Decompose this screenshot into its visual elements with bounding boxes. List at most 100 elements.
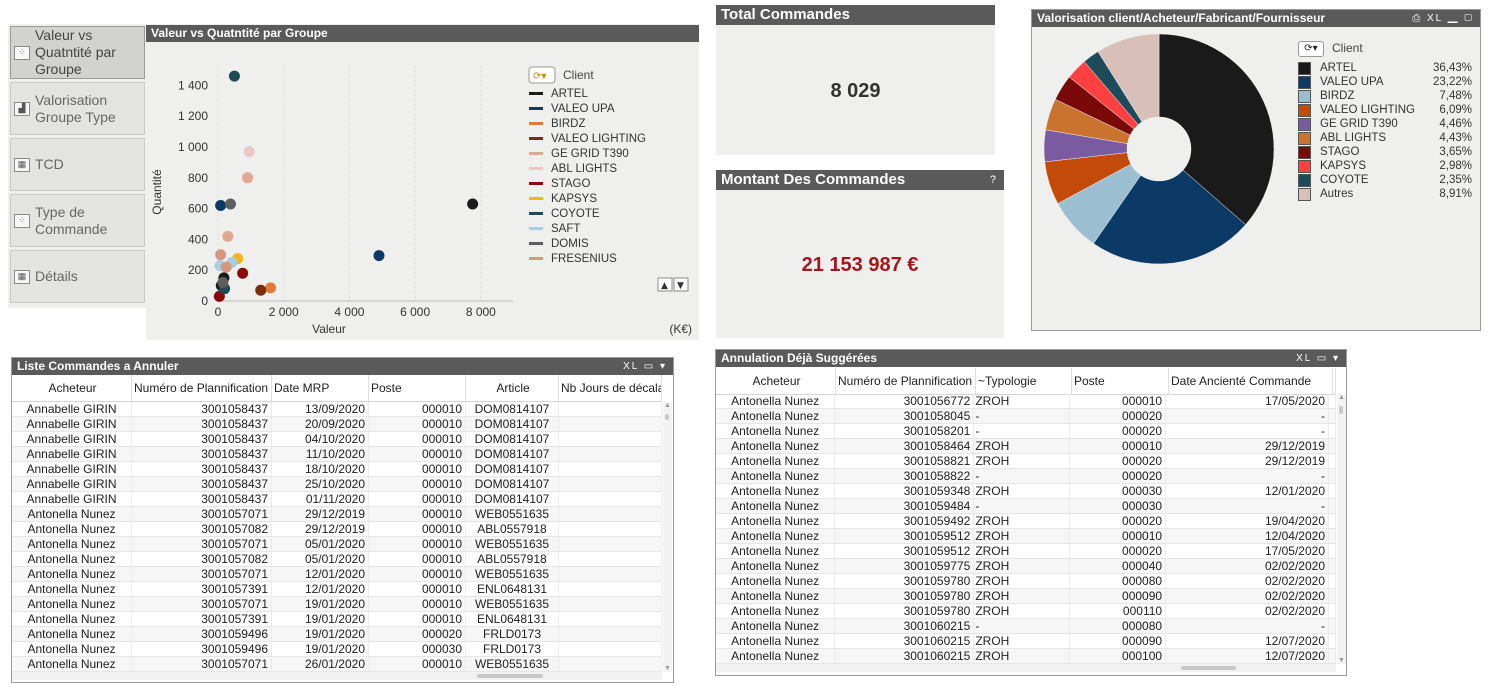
- table1-caption[interactable]: Liste Commandes a Annuler XL ▭ ▾: [12, 358, 673, 375]
- table2-vscroll-thumb[interactable]: [1339, 406, 1343, 414]
- table2-vertical-scrollbar[interactable]: ▲ ▼: [1337, 394, 1346, 664]
- table-row[interactable]: Antonella Nunez 3001059780 ZROH 000080 02/02…: [716, 574, 1336, 589]
- table-row[interactable]: Antonella Nunez 3001060215-000080-: [716, 619, 1336, 634]
- table-row[interactable]: Antonella Nunez 3001058464 ZROH 000010 29/12…: [716, 439, 1336, 454]
- pie-legend-item[interactable]: ARTEL 36,43%: [1298, 61, 1476, 76]
- table-row[interactable]: Antonella Nunez 3001057071 19/01/2020 00001…: [12, 597, 662, 612]
- total-commandes-caption[interactable]: Total Commandes: [716, 5, 995, 25]
- table-row[interactable]: Antonella Nunez 3001059496 19/01/2020 00002…: [12, 627, 662, 642]
- column-header[interactable]: Poste: [369, 375, 466, 401]
- scatter-point[interactable]: [237, 267, 249, 279]
- nav-button-0[interactable]: ⁘ Valeur vs Quatntité par Groupe: [10, 26, 145, 79]
- column-header[interactable]: Nb Jours de décala: [559, 375, 662, 401]
- table-row[interactable]: Antonella Nunez 3001059780 ZROH 000110 02/02…: [716, 604, 1336, 619]
- help-icon[interactable]: ?: [989, 174, 998, 186]
- table-row[interactable]: Annabelle GIRIN 3001058437 13/09/2020 00001…: [12, 402, 662, 417]
- table-row[interactable]: Antonella Nunez 3001057391 19/01/2020 00001…: [12, 612, 662, 627]
- table-row[interactable]: Antonella Nunez 3001058201-000020-: [716, 424, 1336, 439]
- table2-caption-tools[interactable]: XL ▭ ▾: [1296, 353, 1340, 364]
- scroll-up-icon[interactable]: ▲: [664, 402, 671, 409]
- scatter-point[interactable]: [255, 284, 267, 296]
- column-header[interactable]: Acheteur: [12, 375, 132, 401]
- table-row[interactable]: Antonella Nunez 3001059512 ZROH 000020 17/05…: [716, 544, 1336, 559]
- pie-legend-item[interactable]: VALEO LIGHTING 6,09%: [1298, 103, 1476, 118]
- table-row[interactable]: Antonella Nunez 3001059780 ZROH 000090 02/02…: [716, 589, 1336, 604]
- table-row[interactable]: Antonella Nunez 3001057391 12/01/2020 00001…: [12, 582, 662, 597]
- pie-legend-item[interactable]: Autres 8,91%: [1298, 187, 1476, 202]
- scatter-point[interactable]: [224, 198, 236, 210]
- pie-legend-item[interactable]: GE GRID T390 4,46%: [1298, 117, 1476, 132]
- table-row[interactable]: Annabelle GIRIN 3001058437 18/10/2020 00001…: [12, 462, 662, 477]
- column-header[interactable]: Date Ancienté Commande: [1169, 368, 1333, 394]
- table-row[interactable]: Antonella Nunez 3001058045-000020-: [716, 409, 1336, 424]
- column-header[interactable]: Numéro de Plannification: [132, 375, 272, 401]
- table-row[interactable]: Antonella Nunez 3001058821 ZROH 000020 29/12…: [716, 454, 1336, 469]
- scatter-point[interactable]: [243, 146, 255, 158]
- table-row[interactable]: Annabelle GIRIN 3001058437 01/11/2020 00001…: [12, 492, 662, 507]
- cycle-group-icon[interactable]: ⟳▾: [1298, 41, 1324, 57]
- pie-legend-item[interactable]: ABL LIGHTS 4,43%: [1298, 131, 1476, 146]
- pie-legend-item[interactable]: KAPSYS 2,98%: [1298, 159, 1476, 174]
- pie-chart-caption[interactable]: Valorisation client/Acheteur/Fabricant/F…: [1032, 10, 1480, 27]
- column-header[interactable]: Article: [466, 375, 559, 401]
- scatter-point[interactable]: [217, 277, 229, 289]
- table-row[interactable]: Annabelle GIRIN 3001058437 25/10/2020 00001…: [12, 477, 662, 492]
- table-row[interactable]: Antonella Nunez 3001059512 ZROH 000010 12/04…: [716, 529, 1336, 544]
- scroll-down-icon[interactable]: ▼: [1338, 657, 1345, 664]
- column-header[interactable]: Numéro de Plannification: [836, 368, 976, 394]
- montant-caption[interactable]: Montant Des Commandes ?: [716, 170, 1004, 190]
- nav-button-1[interactable]: ▟ Valorisation Groupe Type: [10, 82, 145, 135]
- column-header[interactable]: Acheteur: [716, 368, 836, 394]
- cycle-group-icon[interactable]: [528, 66, 556, 84]
- scatter-point[interactable]: [242, 172, 254, 184]
- table-row[interactable]: Antonella Nunez 3001059492 ZROH 000020 19/04…: [716, 514, 1336, 529]
- pie-legend-item[interactable]: VALEO UPA 23,22%: [1298, 75, 1476, 90]
- scatter-point[interactable]: [213, 290, 225, 302]
- table2-hscroll-thumb[interactable]: [1181, 666, 1236, 670]
- table-row[interactable]: Annabelle GIRIN 3001058437 04/10/2020 00001…: [12, 432, 662, 447]
- table2-caption[interactable]: Annulation Déjà Suggérées XL ▭ ▾: [716, 350, 1346, 367]
- table2-horizontal-scrollbar[interactable]: [716, 664, 1336, 672]
- pie-legend-item[interactable]: BIRDZ 7,48%: [1298, 89, 1476, 104]
- table1-horizontal-scrollbar[interactable]: [12, 672, 662, 680]
- table1-vertical-scrollbar[interactable]: ▲ ▼: [663, 402, 672, 672]
- scatter-point[interactable]: [222, 230, 234, 242]
- table1-hscroll-thumb[interactable]: [477, 674, 543, 678]
- nav-button-3[interactable]: ⁘ Type de Commande: [10, 194, 145, 247]
- scatter-point[interactable]: [373, 250, 385, 262]
- scatter-chart-caption[interactable]: Valeur vs Quatntité par Groupe: [146, 25, 699, 42]
- table-row[interactable]: Antonella Nunez 3001057082 05/01/2020 00001…: [12, 552, 662, 567]
- column-header[interactable]: Date MRP: [272, 375, 369, 401]
- table-row[interactable]: Antonella Nunez 3001056772 ZROH 000010 17/05…: [716, 394, 1336, 409]
- table-row[interactable]: Antonella Nunez 3001059348 ZROH 000030 12/01…: [716, 484, 1336, 499]
- scroll-up-icon[interactable]: ▲: [1338, 394, 1345, 401]
- table-row[interactable]: Antonella Nunez 3001059775 ZROH 000040 02/02…: [716, 559, 1336, 574]
- table-row[interactable]: Antonella Nunez 3001059484-000030-: [716, 499, 1336, 514]
- nav-button-2[interactable]: ▦ TCD: [10, 138, 145, 191]
- pie-legend-item[interactable]: STAGO 3,65%: [1298, 145, 1476, 160]
- table-row[interactable]: Antonella Nunez 3001057071 29/12/2019 00001…: [12, 507, 662, 522]
- table-row[interactable]: Antonella Nunez 3001058822-000020-: [716, 469, 1336, 484]
- table-row[interactable]: Antonella Nunez 3001060215 ZROH 000090 12/07…: [716, 634, 1336, 649]
- scatter-point[interactable]: [228, 70, 240, 82]
- table-row[interactable]: Antonella Nunez 3001059496 19/01/2020 00003…: [12, 642, 662, 657]
- table-row[interactable]: Antonella Nunez 3001057082 29/12/2019 00001…: [12, 522, 662, 537]
- table-row[interactable]: Antonella Nunez 3001057071 26/01/2020 00001…: [12, 657, 662, 672]
- table-row[interactable]: Annabelle GIRIN 3001058437 11/10/2020 00001…: [12, 447, 662, 462]
- legend-scroll-down-button[interactable]: [673, 277, 689, 292]
- column-header[interactable]: ~Typologie: [976, 368, 1072, 394]
- table1-caption-tools[interactable]: XL ▭ ▾: [623, 361, 667, 372]
- table-row[interactable]: Annabelle GIRIN 3001058437 20/09/2020 00001…: [12, 417, 662, 432]
- table1-vscroll-thumb[interactable]: [665, 414, 669, 420]
- column-header[interactable]: I: [1333, 368, 1336, 394]
- scatter-point[interactable]: [215, 249, 227, 261]
- pie-caption-tools[interactable]: ⎙ XL ▁ ▢: [1412, 13, 1474, 24]
- scatter-point[interactable]: [220, 261, 232, 273]
- scroll-down-icon[interactable]: ▼: [664, 665, 671, 672]
- pie-legend-item[interactable]: COYOTE 2,35%: [1298, 173, 1476, 188]
- column-header[interactable]: Poste: [1072, 368, 1169, 394]
- scatter-point[interactable]: [467, 198, 479, 210]
- scatter-point[interactable]: [265, 282, 277, 294]
- legend-scroll-up-button[interactable]: [657, 277, 673, 292]
- nav-button-4[interactable]: ▦ Détails: [10, 250, 145, 303]
